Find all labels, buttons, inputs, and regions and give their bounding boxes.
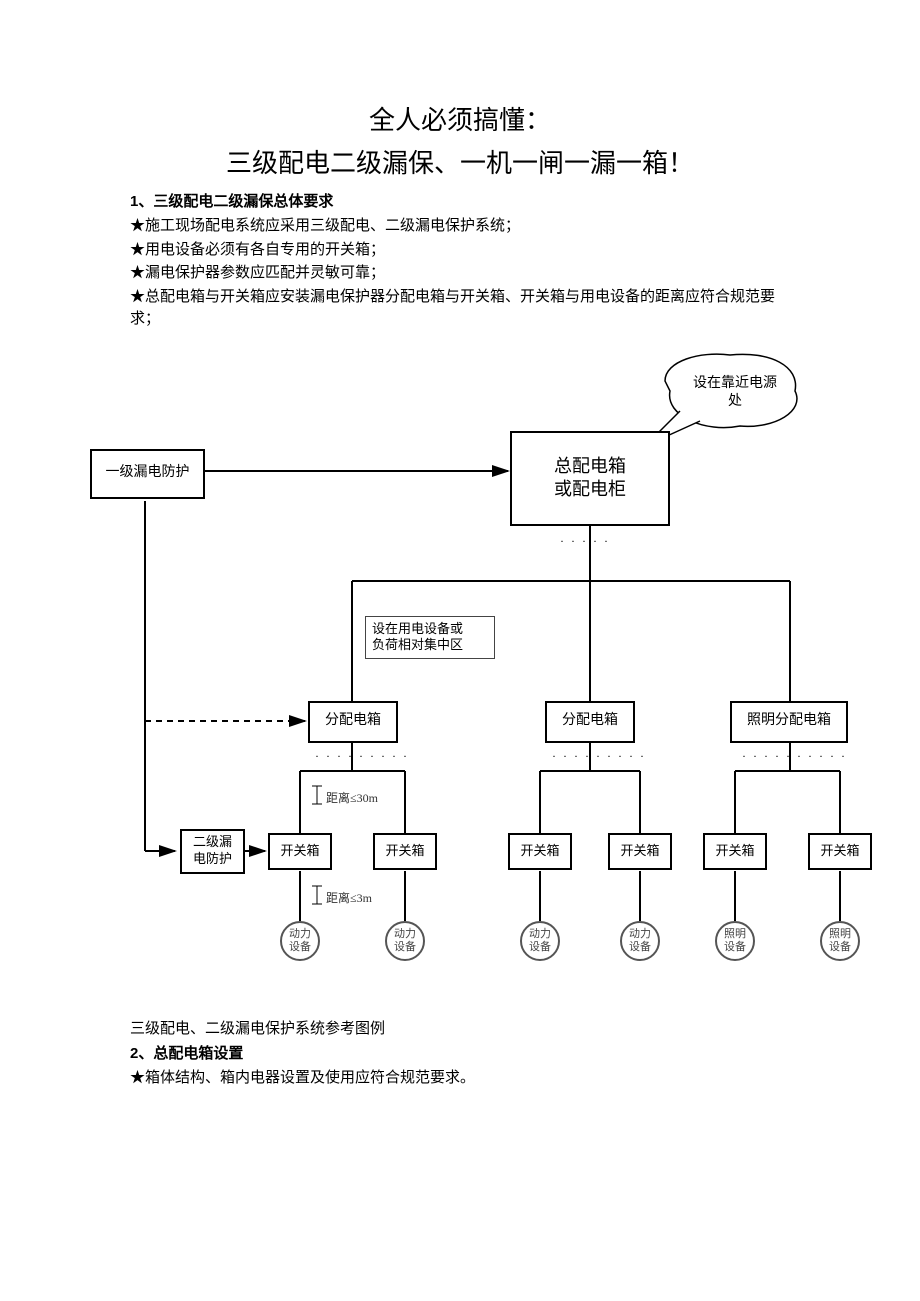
circle-device-4: 动力 设备 (620, 921, 660, 961)
node-switch-box-2: 开关箱 (373, 833, 437, 870)
node-sub-box-1: 分配电箱 (308, 701, 398, 743)
bullet-1-0: ★施工现场配电系统应采用三级配电、二级漏电保护系统； (130, 215, 790, 238)
note-concentration-area: 设在用电设备或 负荷相对集中区 (365, 616, 495, 660)
node-main-box: 总配电箱 或配电柜 (510, 431, 670, 526)
label-distance-3m: 距离≤3m (326, 889, 372, 906)
dots-sub2: · · · · · · · · · (552, 749, 646, 764)
node-switch-box-4: 开关箱 (608, 833, 672, 870)
circle-device-3: 动力 设备 (520, 921, 560, 961)
callout-near-source: 设在靠近电源处 (690, 375, 780, 411)
diagram-caption: 三级配电、二级漏电保护系统参考图例 (130, 1017, 790, 1038)
node-switch-box-3: 开关箱 (508, 833, 572, 870)
label-distance-30m: 距离≤30m (326, 789, 378, 806)
section-2-heading: 2、总配电箱设置 (130, 1042, 790, 1063)
bullet-1-1: ★用电设备必须有各自专用的开关箱； (130, 239, 790, 262)
circle-device-6: 照明 设备 (820, 921, 860, 961)
dots-main: · · · · · (560, 534, 610, 549)
circle-device-1: 动力 设备 (280, 921, 320, 961)
distribution-diagram: 设在靠近电源处 总配电箱 或配电柜 一级漏电防护 · · · · · 设在用电设… (90, 351, 850, 1011)
bullet-1-3: ★总配电箱与开关箱应安装漏电保护器分配电箱与开关箱、开关箱与用电设备的距离应符合… (130, 286, 790, 331)
bullet-2-0: ★箱体结构、箱内电器设置及使用应符合规范要求。 (130, 1067, 790, 1090)
node-switch-box-1: 开关箱 (268, 833, 332, 870)
bullet-1-2: ★漏电保护器参数应匹配并灵敏可靠； (130, 262, 790, 285)
node-switch-box-6: 开关箱 (808, 833, 872, 870)
circle-device-5: 照明 设备 (715, 921, 755, 961)
circle-device-2: 动力 设备 (385, 921, 425, 961)
node-sub-box-3: 照明分配电箱 (730, 701, 848, 743)
node-sub-box-2: 分配电箱 (545, 701, 635, 743)
title-line-1: 全人必须搞懂： (130, 100, 790, 137)
dots-sub3: · · · · · · · · · · (742, 749, 847, 764)
node-switch-box-5: 开关箱 (703, 833, 767, 870)
dots-sub1: · · · · · · · · · (315, 749, 409, 764)
section-1-heading: 1、三级配电二级漏保总体要求 (130, 190, 790, 211)
title-line-2: 三级配电二级漏保、一机一闸一漏一箱！ (130, 143, 790, 180)
node-level2-protection: 二级漏 电防护 (180, 829, 245, 874)
node-level1-protection: 一级漏电防护 (90, 449, 205, 499)
